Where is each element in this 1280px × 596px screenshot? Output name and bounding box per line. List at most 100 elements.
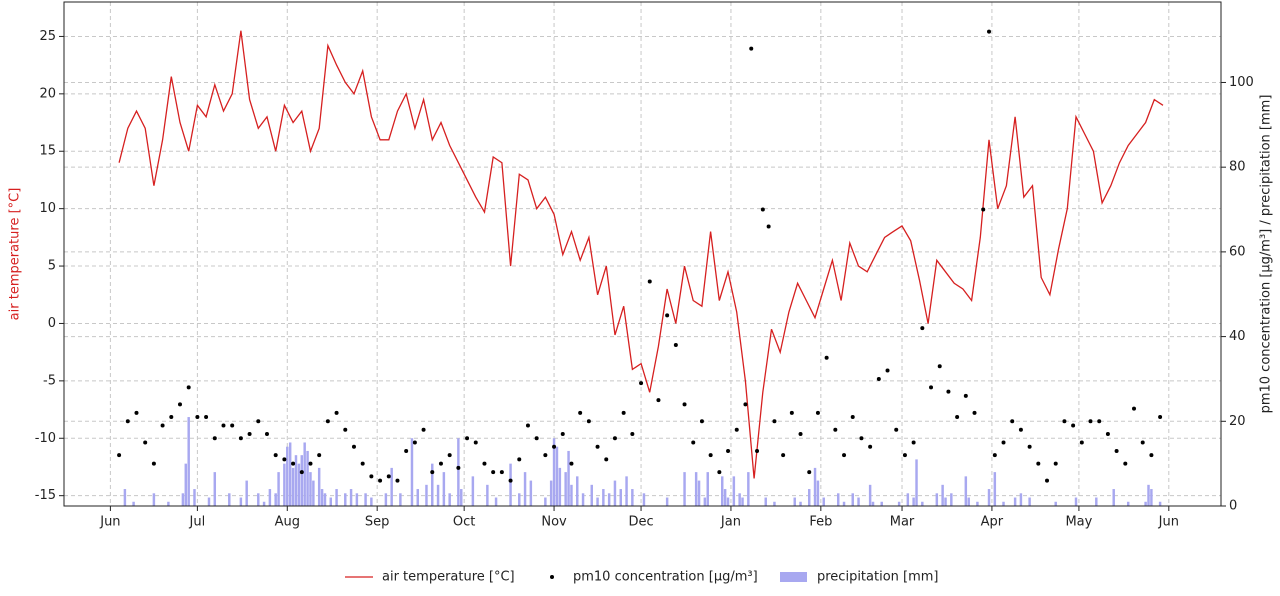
pm10-point: [992, 453, 997, 458]
pm10-point: [1062, 419, 1067, 424]
precipitation-bar: [619, 489, 622, 506]
pm10-point: [1140, 440, 1145, 445]
pm10-point: [560, 432, 565, 436]
precipitation-bar: [1013, 497, 1017, 506]
pm10-point: [595, 444, 600, 449]
precipitation-bar: [964, 476, 968, 506]
precipitation-bar: [703, 497, 707, 506]
y-tick-label: 20: [39, 86, 56, 101]
pm10-point: [1010, 419, 1015, 424]
pm10-point: [717, 470, 722, 475]
pm10-point: [920, 326, 925, 331]
pm10-point: [1105, 432, 1110, 436]
precipitation-bar: [567, 450, 570, 506]
pm10-point: [282, 457, 287, 462]
pm10-point: [1079, 440, 1084, 445]
precipitation-bar: [555, 446, 559, 506]
pm10-point: [726, 448, 731, 453]
precipitation-bar: [871, 501, 875, 506]
pm10-point: [499, 470, 504, 475]
pm10-point: [230, 423, 235, 428]
pm10-point: [972, 410, 977, 415]
pm10-point: [299, 470, 304, 475]
precipitation-bar: [294, 455, 298, 506]
plot-frame: [63, 1, 1222, 507]
pm10-point: [1149, 453, 1154, 458]
precipitation-bar: [941, 484, 944, 506]
pm10-point: [325, 419, 330, 424]
precipitation-bar: [297, 463, 301, 506]
pm10-point: [937, 364, 942, 369]
precipitation-bar: [1147, 484, 1150, 506]
precipitation-bar: [370, 497, 373, 506]
precipitation-bar: [317, 467, 321, 506]
pm10-point: [412, 440, 417, 445]
pm10-point: [868, 444, 873, 449]
pm10-point: [691, 440, 696, 445]
precipitation-bar: [529, 480, 533, 506]
precipitation-bar: [274, 493, 277, 506]
precipitation-bar: [842, 501, 846, 506]
pm10-point: [1097, 419, 1102, 424]
precipitation-bar: [355, 493, 359, 506]
pm10-point: [876, 376, 881, 381]
pm10-point: [552, 444, 557, 449]
pm10-point: [911, 440, 916, 445]
pm10-point: [1027, 444, 1032, 449]
pm10-point: [221, 423, 226, 428]
precipitation-bar: [837, 493, 840, 506]
pm10-point: [447, 453, 452, 458]
y2-tick-label: 0: [1229, 499, 1237, 514]
legend-swatch: [550, 575, 554, 579]
y-tick-label: 10: [39, 201, 56, 216]
pm10-point: [859, 436, 864, 441]
precipitation-bar: [181, 493, 185, 506]
x-tick-label: Jun: [99, 515, 120, 530]
pm10-point: [482, 461, 487, 466]
pm10-point: [1088, 419, 1093, 424]
precipitation-bar: [300, 455, 304, 506]
precipitation-bar: [471, 476, 475, 506]
precipitation-bar: [993, 472, 997, 506]
pm10-point: [525, 423, 530, 428]
pm10-point: [639, 381, 644, 386]
precipitation-bar: [1028, 497, 1031, 506]
pm10-point: [308, 461, 313, 466]
pm10-point: [169, 415, 174, 420]
x-tick-label: Sep: [365, 515, 390, 530]
precipitation-bar: [868, 484, 872, 506]
precipitation-bar: [1126, 501, 1130, 506]
precipitation-bar: [857, 497, 860, 506]
pm10-point: [204, 415, 209, 420]
x-tick-label: May: [1065, 515, 1092, 530]
precipitation-bar: [732, 476, 736, 506]
y2-tick-label: 60: [1229, 244, 1246, 259]
pm10-point: [682, 402, 687, 407]
y-tick-label: -15: [35, 488, 56, 503]
precipitation-bar: [448, 493, 451, 506]
pm10-point: [699, 419, 704, 424]
precipitation-bar: [167, 501, 170, 506]
pm10-point: [946, 389, 951, 394]
precipitation-bar: [683, 472, 686, 506]
precipitation-bar: [741, 497, 744, 506]
precipitation-bar: [625, 476, 628, 506]
precipitation-bar: [921, 501, 924, 506]
precipitation-bar: [268, 489, 272, 506]
precipitation-bar: [793, 497, 796, 506]
x-tick-label: Jan: [720, 515, 741, 530]
pm10-point: [630, 432, 635, 436]
pm10-point: [160, 423, 165, 428]
precipitation-bar: [329, 497, 333, 506]
precipitation-bar: [549, 480, 553, 506]
precipitation-bar: [277, 472, 280, 506]
precipitation-bar: [193, 489, 196, 506]
pm10-point: [815, 410, 820, 415]
precipitation-bar: [460, 489, 463, 506]
precipitation-bar: [773, 501, 776, 506]
precipitation-bar: [544, 497, 547, 506]
precipitation-bar: [486, 484, 489, 506]
pm10-point: [647, 279, 652, 284]
pm10-point: [456, 465, 461, 470]
precipitation-bar: [442, 472, 446, 506]
